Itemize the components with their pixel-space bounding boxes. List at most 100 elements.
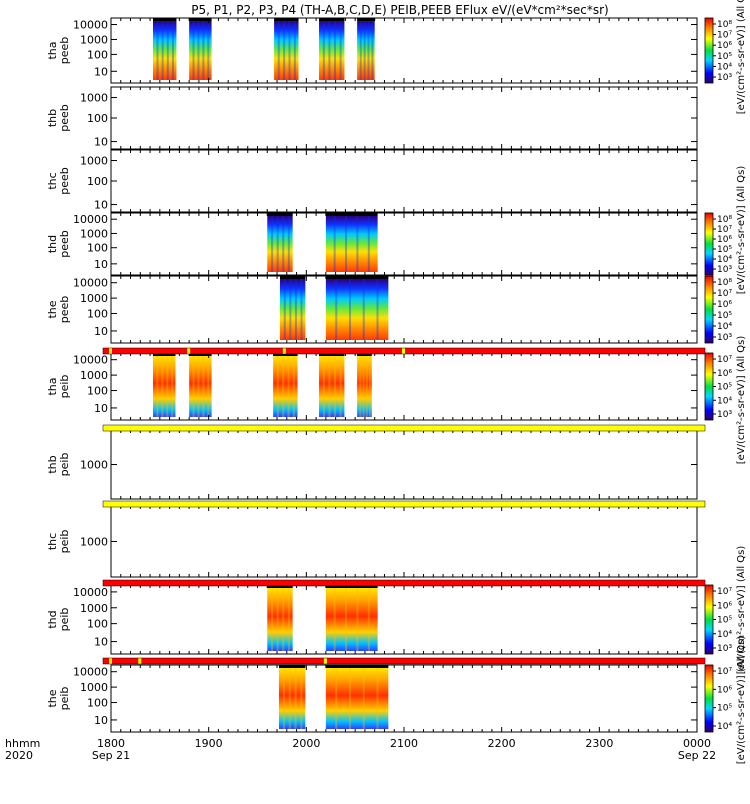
spectrogram-stripe xyxy=(271,216,274,272)
panel-frame xyxy=(110,149,698,213)
flag-bar xyxy=(102,657,706,665)
spectrogram-stripe xyxy=(288,668,291,729)
spectrogram-stripe xyxy=(292,356,295,417)
spectrogram-stripe xyxy=(202,356,205,417)
y-tick-label: 100 xyxy=(87,112,108,125)
y-tick-label: 100 xyxy=(87,242,108,255)
y-tick-label: 100 xyxy=(87,385,108,398)
colorbar-unit-text: [eV/(cm²-s-sr-eV)] (All Qs) xyxy=(736,546,747,675)
spectrogram-stripe xyxy=(156,21,159,80)
panel-frame xyxy=(110,505,698,578)
spectrogram-stripe xyxy=(276,216,279,272)
panel-label-probe: tha xyxy=(46,377,59,395)
spectrogram-stripe xyxy=(282,588,285,651)
panel-label-probe: thc xyxy=(46,172,59,189)
panel-label: thc peib xyxy=(46,530,71,554)
x-date-end: Sep 22 xyxy=(678,749,716,762)
spectrogram-block xyxy=(189,356,212,417)
spectrogram-stripe xyxy=(322,21,325,80)
flag-mark xyxy=(402,348,405,354)
panel-thb_peeb: 1000 100 10 thb peeb xyxy=(46,86,698,150)
colorbar-tick-label: 10⁷ xyxy=(717,31,732,41)
panel-frame xyxy=(110,86,698,150)
spectrogram-stripe xyxy=(345,216,348,272)
y-tick-label: 100 xyxy=(87,48,108,61)
x-tick-label: 2300 xyxy=(585,737,613,750)
spectrogram-stripe xyxy=(339,21,342,80)
colorbar-tick-label: 10⁵ xyxy=(717,245,732,255)
y-tick-label: 100 xyxy=(87,618,108,631)
x-axis-caption-year: 2020 xyxy=(5,749,33,762)
flag-bar xyxy=(102,579,706,587)
spectrogram-block xyxy=(279,279,306,340)
spectrogram-block xyxy=(189,21,212,80)
colorbar-tick-label: 10⁴ xyxy=(717,255,732,265)
spectrogram-stripe xyxy=(333,216,336,272)
flag-bar-fill xyxy=(103,425,705,431)
colorbar-tick-label: 10⁴ xyxy=(717,630,732,640)
colorbar-tick-label: 10⁶ xyxy=(717,41,732,51)
colorbar xyxy=(704,664,714,733)
panel-label-product: peeb xyxy=(58,37,71,65)
y-tick-label: 1000 xyxy=(80,681,108,694)
flag-bar-frame xyxy=(102,500,706,508)
panel-label-product: peeb xyxy=(58,296,71,324)
colorbar-tick-label: 10⁸ xyxy=(717,215,732,225)
spectrogram-stripe xyxy=(339,356,342,417)
panel-label-probe: the xyxy=(46,300,59,318)
spectrogram-stripe xyxy=(368,356,371,417)
flag-mark xyxy=(323,658,327,664)
panel-the_peib: 10000 1000 100 10 the peib 10⁷ 10⁶ 10⁵ 10⁴ xyxy=(46,664,732,733)
spectrogram-block xyxy=(273,356,298,417)
spectrogram-stripe xyxy=(161,356,164,417)
spectrogram-stripe xyxy=(363,21,366,80)
spectrogram-stripe xyxy=(335,279,338,340)
colorbar-tick-label: 10⁸ xyxy=(717,278,732,288)
data-top-edge xyxy=(319,18,345,21)
spectrogram-stripe xyxy=(283,279,286,340)
spectrogram-stripe xyxy=(328,21,331,80)
data-top-edge xyxy=(278,665,306,668)
panel-tha_peib: 10000 1000 100 10 tha peib 10⁷ 10⁶ 10⁵ 10⁴ 10³ xyxy=(46,352,732,421)
y-tick-label: 10 xyxy=(94,636,108,649)
colorbar xyxy=(704,212,714,276)
spectrogram-stripe xyxy=(367,216,370,272)
y-tick-label: 1000 xyxy=(80,292,108,305)
data-top-edge xyxy=(319,353,345,356)
panel-label-probe: thd xyxy=(46,235,59,253)
y-tick-label: 1000 xyxy=(80,227,108,240)
data-top-edge xyxy=(267,585,293,588)
panel-thb_peib: 1000 thb peib xyxy=(46,429,698,500)
spectrogram-stripe xyxy=(376,279,379,340)
spectrogram-stripe xyxy=(156,356,159,417)
spectrogram-stripe xyxy=(362,356,365,417)
panel-label: thb peib xyxy=(46,453,71,477)
colorbar-tick-label: 10⁴ xyxy=(717,322,732,332)
panel-label-product: peib xyxy=(58,608,71,632)
colorbar-unit-label: [eV/(cm²-s-sr-eV)] (All Qs) xyxy=(736,336,747,465)
colorbar-tick-label: 10⁶ xyxy=(717,601,732,611)
colorbar-unit-text: [eV/(cm²-s-sr-eV)] (All Qs) xyxy=(736,636,747,765)
spectrogram-stripe xyxy=(294,279,297,340)
flag-bar xyxy=(102,424,706,432)
spectrogram-stripe xyxy=(287,588,290,651)
panel-label: tha peib xyxy=(46,375,71,399)
y-tick-label: 100 xyxy=(87,697,108,710)
spectrogram-stripe xyxy=(348,279,351,340)
y-tick-label: 10000 xyxy=(73,666,108,679)
spectrogram-stripe xyxy=(166,21,169,80)
spectrogram-stripe xyxy=(371,21,374,80)
spectrogram-stripe xyxy=(367,588,370,651)
colorbar-unit-text: [eV/(cm²-s-sr-eV)] (All Qs) xyxy=(736,336,747,465)
colorbar-tick-label: 10⁷ xyxy=(717,587,732,597)
x-axis-caption-hhmm: hhmm xyxy=(5,737,40,750)
panel-label-probe: thc xyxy=(46,533,59,550)
flag-mark xyxy=(187,348,191,354)
flag-bar-frame xyxy=(102,424,706,432)
spectrogram-stripe xyxy=(335,668,338,729)
spectrogram-stripe xyxy=(289,279,292,340)
colorbar-tick-label: 10⁵ xyxy=(717,383,732,393)
spectrogram-stripe xyxy=(277,21,280,80)
